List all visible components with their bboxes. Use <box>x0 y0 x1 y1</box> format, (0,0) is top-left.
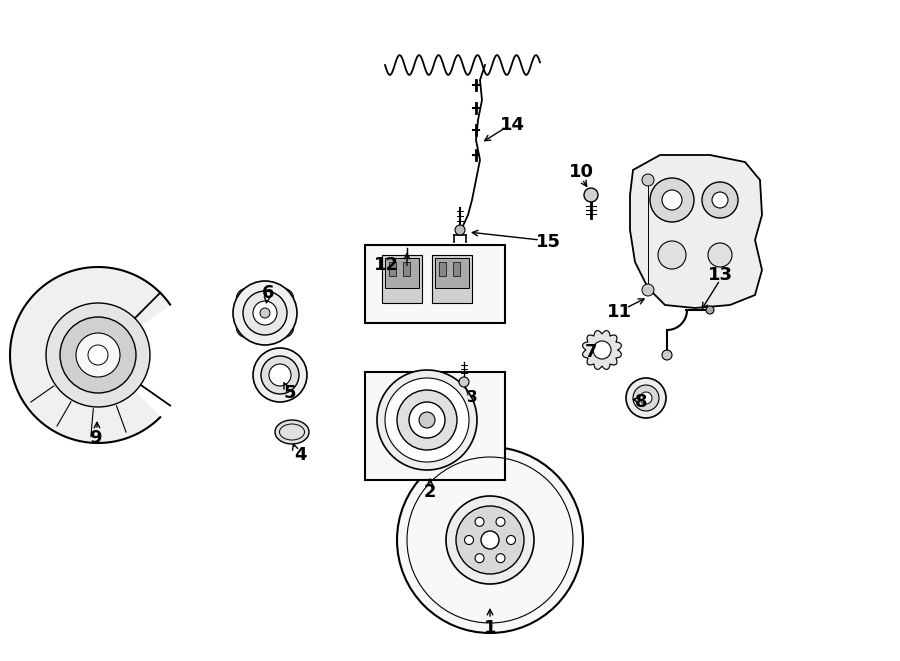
Circle shape <box>409 402 445 438</box>
Bar <box>439 262 446 276</box>
Text: 10: 10 <box>569 163 593 181</box>
Circle shape <box>475 518 484 526</box>
Circle shape <box>658 241 686 269</box>
Text: 13: 13 <box>707 266 733 284</box>
Bar <box>435 258 469 288</box>
Polygon shape <box>10 267 170 443</box>
Text: 2: 2 <box>424 483 436 501</box>
Circle shape <box>496 554 505 563</box>
Ellipse shape <box>237 325 250 338</box>
Circle shape <box>702 182 738 218</box>
Circle shape <box>633 385 659 411</box>
Bar <box>385 258 419 288</box>
Circle shape <box>261 356 299 394</box>
Text: 3: 3 <box>467 391 477 405</box>
Circle shape <box>243 291 287 335</box>
Circle shape <box>46 303 150 407</box>
Text: 8: 8 <box>634 393 647 411</box>
Bar <box>365 372 505 480</box>
Circle shape <box>233 281 297 345</box>
Text: 6: 6 <box>262 284 274 302</box>
Bar <box>403 262 410 276</box>
Bar <box>389 262 396 276</box>
Text: 9: 9 <box>89 429 101 447</box>
Circle shape <box>640 392 652 404</box>
Circle shape <box>88 345 108 365</box>
Circle shape <box>662 350 672 360</box>
Circle shape <box>385 378 469 462</box>
Circle shape <box>464 535 473 545</box>
Circle shape <box>475 554 484 563</box>
Ellipse shape <box>237 288 250 301</box>
Text: 7: 7 <box>585 343 598 361</box>
Text: 4: 4 <box>293 446 306 464</box>
Bar <box>453 262 460 276</box>
Circle shape <box>60 317 136 393</box>
Circle shape <box>455 225 465 235</box>
Circle shape <box>456 506 524 574</box>
Ellipse shape <box>275 420 309 444</box>
Bar <box>382 255 422 303</box>
Circle shape <box>377 370 477 470</box>
Bar <box>365 245 505 323</box>
Circle shape <box>260 308 270 318</box>
Text: 11: 11 <box>607 303 632 321</box>
Circle shape <box>269 364 291 386</box>
Text: 15: 15 <box>536 233 561 251</box>
Polygon shape <box>630 155 762 308</box>
Circle shape <box>706 306 714 314</box>
Circle shape <box>253 348 307 402</box>
Circle shape <box>584 188 598 202</box>
Circle shape <box>662 190 682 210</box>
Circle shape <box>642 174 654 186</box>
Circle shape <box>712 192 728 208</box>
Circle shape <box>481 531 499 549</box>
Bar <box>432 255 472 303</box>
Circle shape <box>459 377 469 387</box>
Circle shape <box>419 412 435 428</box>
Polygon shape <box>582 330 621 369</box>
Circle shape <box>626 378 666 418</box>
Circle shape <box>507 535 516 545</box>
Circle shape <box>397 390 457 450</box>
Circle shape <box>397 447 583 633</box>
Ellipse shape <box>279 288 293 301</box>
Circle shape <box>446 496 534 584</box>
Circle shape <box>650 178 694 222</box>
Text: 12: 12 <box>374 256 399 274</box>
Circle shape <box>708 243 732 267</box>
Circle shape <box>76 333 120 377</box>
Text: 1: 1 <box>484 619 496 637</box>
Circle shape <box>253 301 277 325</box>
Circle shape <box>496 518 505 526</box>
Text: 14: 14 <box>500 116 525 134</box>
Text: 5: 5 <box>284 384 296 402</box>
Ellipse shape <box>279 325 293 338</box>
Circle shape <box>593 341 611 359</box>
Circle shape <box>642 284 654 296</box>
